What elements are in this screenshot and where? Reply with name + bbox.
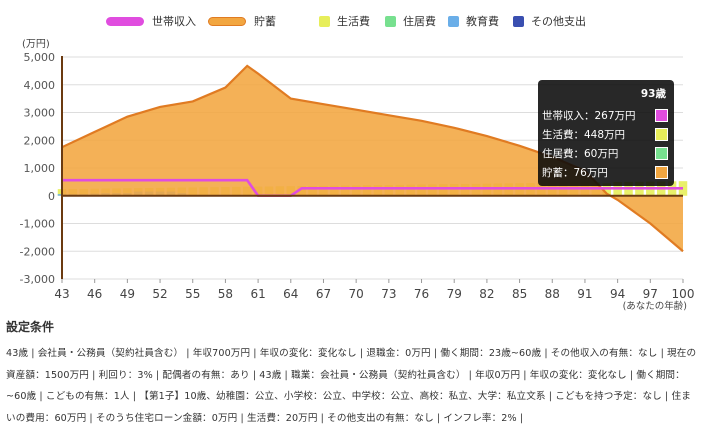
legend-item-other-expenses[interactable]: その他支出	[513, 13, 586, 29]
x-tick-label: 85	[512, 287, 527, 301]
savings-area	[62, 65, 683, 252]
x-tick-label: 43	[54, 287, 69, 301]
tooltip-swatch-living-cost	[655, 128, 668, 141]
x-tick-label: 97	[643, 287, 658, 301]
y-tick-label: 3,000	[24, 107, 56, 120]
x-tick-label: 91	[577, 287, 592, 301]
y-tick-label: -2,000	[20, 245, 55, 258]
x-tick-label: 70	[349, 287, 364, 301]
legend-label-savings: 貯蓄	[254, 15, 276, 28]
x-tick-label: 52	[152, 287, 167, 301]
tooltip-swatch-housing-cost	[655, 147, 668, 160]
y-tick-label: 0	[48, 190, 55, 203]
legend-label-housing-cost: 住居費	[403, 15, 436, 28]
x-tick-label: 46	[87, 287, 102, 301]
tooltip-row-housing-cost: 住居費：60万円	[542, 146, 668, 162]
legend-item-income[interactable]: 世帯収入	[106, 13, 196, 29]
tooltip-text-income: 世帯収入：267万円	[542, 110, 636, 122]
tooltip-row-savings: 貯蓄：76万円	[542, 165, 668, 181]
x-tick-label: 58	[218, 287, 233, 301]
tooltip-title: 93歳	[640, 88, 666, 100]
tooltip-text-housing-cost: 住居費：60万円	[542, 148, 619, 160]
x-tick-label: 79	[447, 287, 462, 301]
legend-swatch-income	[106, 16, 144, 26]
chart-axes	[61, 56, 684, 283]
x-tick-label: 82	[479, 287, 494, 301]
legend-label-education-cost: 教育費	[466, 15, 499, 28]
legend-swatch-housing-cost	[385, 15, 396, 27]
legend-item-living-cost[interactable]: 生活費	[319, 13, 370, 29]
settings-section: 設定条件 43歳 | 会社員・公務員（契約社員含む） | 年収700万円 | 年…	[6, 318, 700, 429]
x-tick-label: 49	[120, 287, 135, 301]
x-tick-label: 100	[672, 287, 695, 301]
legend-label-income: 世帯収入	[152, 15, 196, 28]
x-tick-label: 76	[414, 287, 429, 301]
x-tick-label: 88	[545, 287, 560, 301]
y-tick-label: 2,000	[24, 134, 56, 147]
legend-item-savings[interactable]: 貯蓄	[208, 13, 276, 29]
legend-item-housing-cost[interactable]: 住居費	[385, 13, 436, 29]
y-tick-label: 4,000	[24, 79, 56, 92]
chart-tooltip: 93歳 世帯収入：267万円 生活費：448万円 住居費：60万円 貯蓄：76万…	[538, 80, 674, 186]
y-axis-unit-label: (万円)	[22, 39, 50, 50]
legend-swatch-living-cost	[319, 15, 330, 27]
y-tick-label: 5,000	[24, 51, 56, 64]
y-tick-label: -1,000	[20, 218, 55, 231]
legend-label-living-cost: 生活費	[337, 15, 370, 28]
legend-swatch-savings	[208, 16, 246, 26]
tooltip-row-income: 世帯収入：267万円	[542, 108, 668, 124]
tooltip-text-living-cost: 生活費：448万円	[542, 129, 626, 141]
x-tick-label: 61	[250, 287, 265, 301]
x-tick-label: 73	[381, 287, 396, 301]
chart-legend: 世帯収入 貯蓄 生活費 住居費 教育費 その他支出	[0, 13, 707, 33]
x-tick-label: 67	[316, 287, 331, 301]
x-tick-label: 55	[185, 287, 200, 301]
legend-label-other-expenses: その他支出	[531, 15, 586, 28]
settings-heading: 設定条件	[6, 320, 55, 334]
x-tick-label: 94	[610, 287, 625, 301]
legend-swatch-education-cost	[448, 15, 459, 27]
y-axis-ticks: 5,000 4,000 3,000 2,000 1,000 0 -1,000 -2,000 -3…	[20, 51, 55, 286]
tooltip-swatch-savings	[655, 166, 668, 179]
x-tick-label: 64	[283, 287, 298, 301]
tooltip-swatch-income	[655, 109, 668, 122]
settings-text: 43歳 | 会社員・公務員（契約社員含む） | 年収700万円 | 年収の変化：…	[6, 348, 697, 424]
x-axis-title: (あなたの年齢)	[623, 300, 687, 312]
y-tick-label: 1,000	[24, 162, 56, 175]
tooltip-text-savings: 貯蓄：76万円	[542, 167, 608, 179]
legend-item-education-cost[interactable]: 教育費	[448, 13, 499, 29]
tooltip-row-living-cost: 生活費：448万円	[542, 127, 668, 143]
legend-swatch-other-expenses	[513, 15, 524, 27]
x-axis-ticks: 43 46 49 52 55 58 61 64 67 70 73 76 79 82 85 88 91 94 97 10…	[54, 287, 694, 301]
y-tick-label: -3,000	[20, 273, 55, 286]
